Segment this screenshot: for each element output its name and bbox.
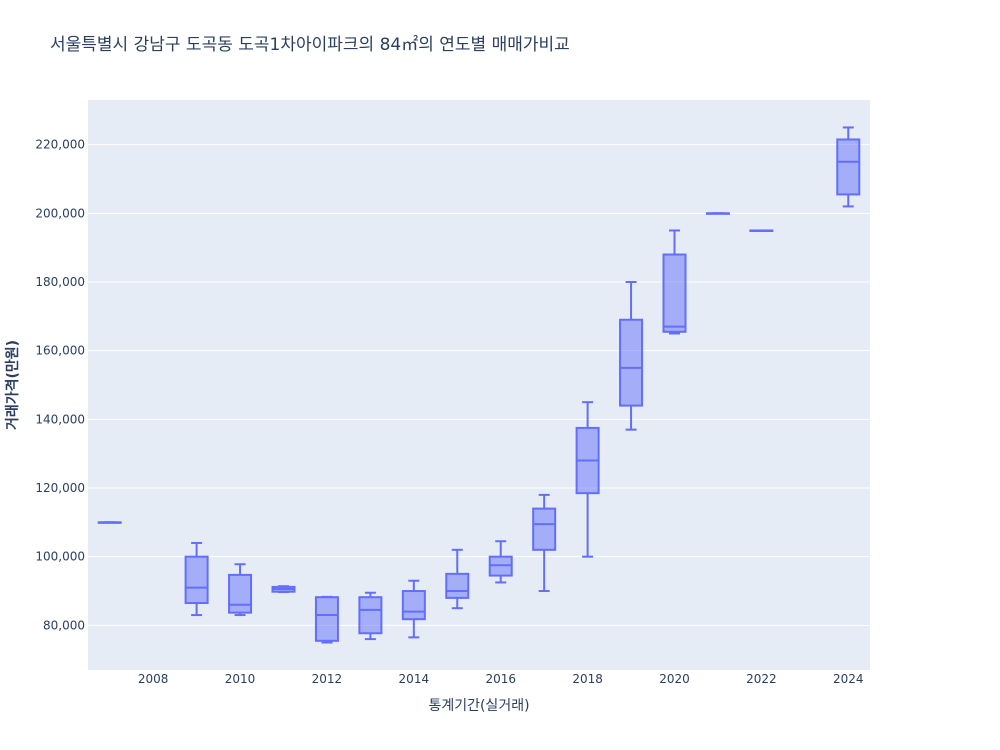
x-tick-label: 2010 <box>225 672 256 686</box>
iqr-box <box>619 318 644 407</box>
iqr-box <box>836 138 861 196</box>
box-2018 <box>575 401 600 558</box>
x-tick-label: 2008 <box>138 672 169 686</box>
x-tick-label: 2022 <box>746 672 777 686</box>
box-2017 <box>532 493 557 593</box>
x-tick-label: 2024 <box>833 672 864 686</box>
iqr-box <box>401 590 426 621</box>
y-tick-label: 220,000 <box>35 138 85 152</box>
iqr-box <box>532 507 557 551</box>
y-tick-label: 160,000 <box>35 344 85 358</box>
y-tick-label: 200,000 <box>35 206 85 220</box>
box-2010 <box>228 563 253 617</box>
x-tick-label: 2020 <box>659 672 690 686</box>
box-2009 <box>184 541 209 617</box>
box-2007 <box>97 521 122 524</box>
y-axis-title: 거래가격(만원) <box>4 340 21 430</box>
box-2021 <box>705 212 730 215</box>
box-2020 <box>662 229 687 335</box>
iqr-box <box>314 596 339 642</box>
y-tick-label: 120,000 <box>35 481 85 495</box>
x-axis-ticks: 2008 2010 2012 2014 2016 2018 2020 2022 2024 <box>138 672 864 686</box>
box-2015 <box>445 548 470 610</box>
box-2019 <box>619 280 644 431</box>
y-axis-ticks: 80,000 100,000 120,000 140,000 160,000 180,00… <box>35 138 85 633</box>
x-tick-label: 2014 <box>399 672 430 686</box>
box-2011 <box>271 585 296 594</box>
x-tick-label: 2018 <box>572 672 603 686</box>
box-series <box>97 126 861 644</box>
box-2016 <box>488 540 513 584</box>
y-tick-label: 180,000 <box>35 275 85 289</box>
plot-area <box>88 100 870 670</box>
iqr-box <box>358 596 383 635</box>
box-2013 <box>358 591 383 641</box>
y-tick-label: 140,000 <box>35 412 85 426</box>
gridlines <box>88 144 870 626</box>
chart-title: 서울특별시 강남구 도곡동 도곡1차아이파크의 84㎡의 연도별 매매가비교 <box>50 35 570 55</box>
x-axis-title: 통계기간(실거래) <box>428 698 529 714</box>
y-tick-label: 80,000 <box>43 618 85 632</box>
y-tick-label: 100,000 <box>35 550 85 564</box>
x-tick-label: 2016 <box>485 672 516 686</box>
iqr-box <box>445 572 470 599</box>
box-2022 <box>749 229 774 232</box>
x-tick-label: 2012 <box>312 672 343 686</box>
box-2024 <box>836 126 861 208</box>
iqr-box <box>228 573 253 614</box>
box-2014 <box>401 579 426 639</box>
iqr-box <box>662 253 687 333</box>
iqr-box <box>184 555 209 605</box>
box-2012 <box>314 595 339 644</box>
